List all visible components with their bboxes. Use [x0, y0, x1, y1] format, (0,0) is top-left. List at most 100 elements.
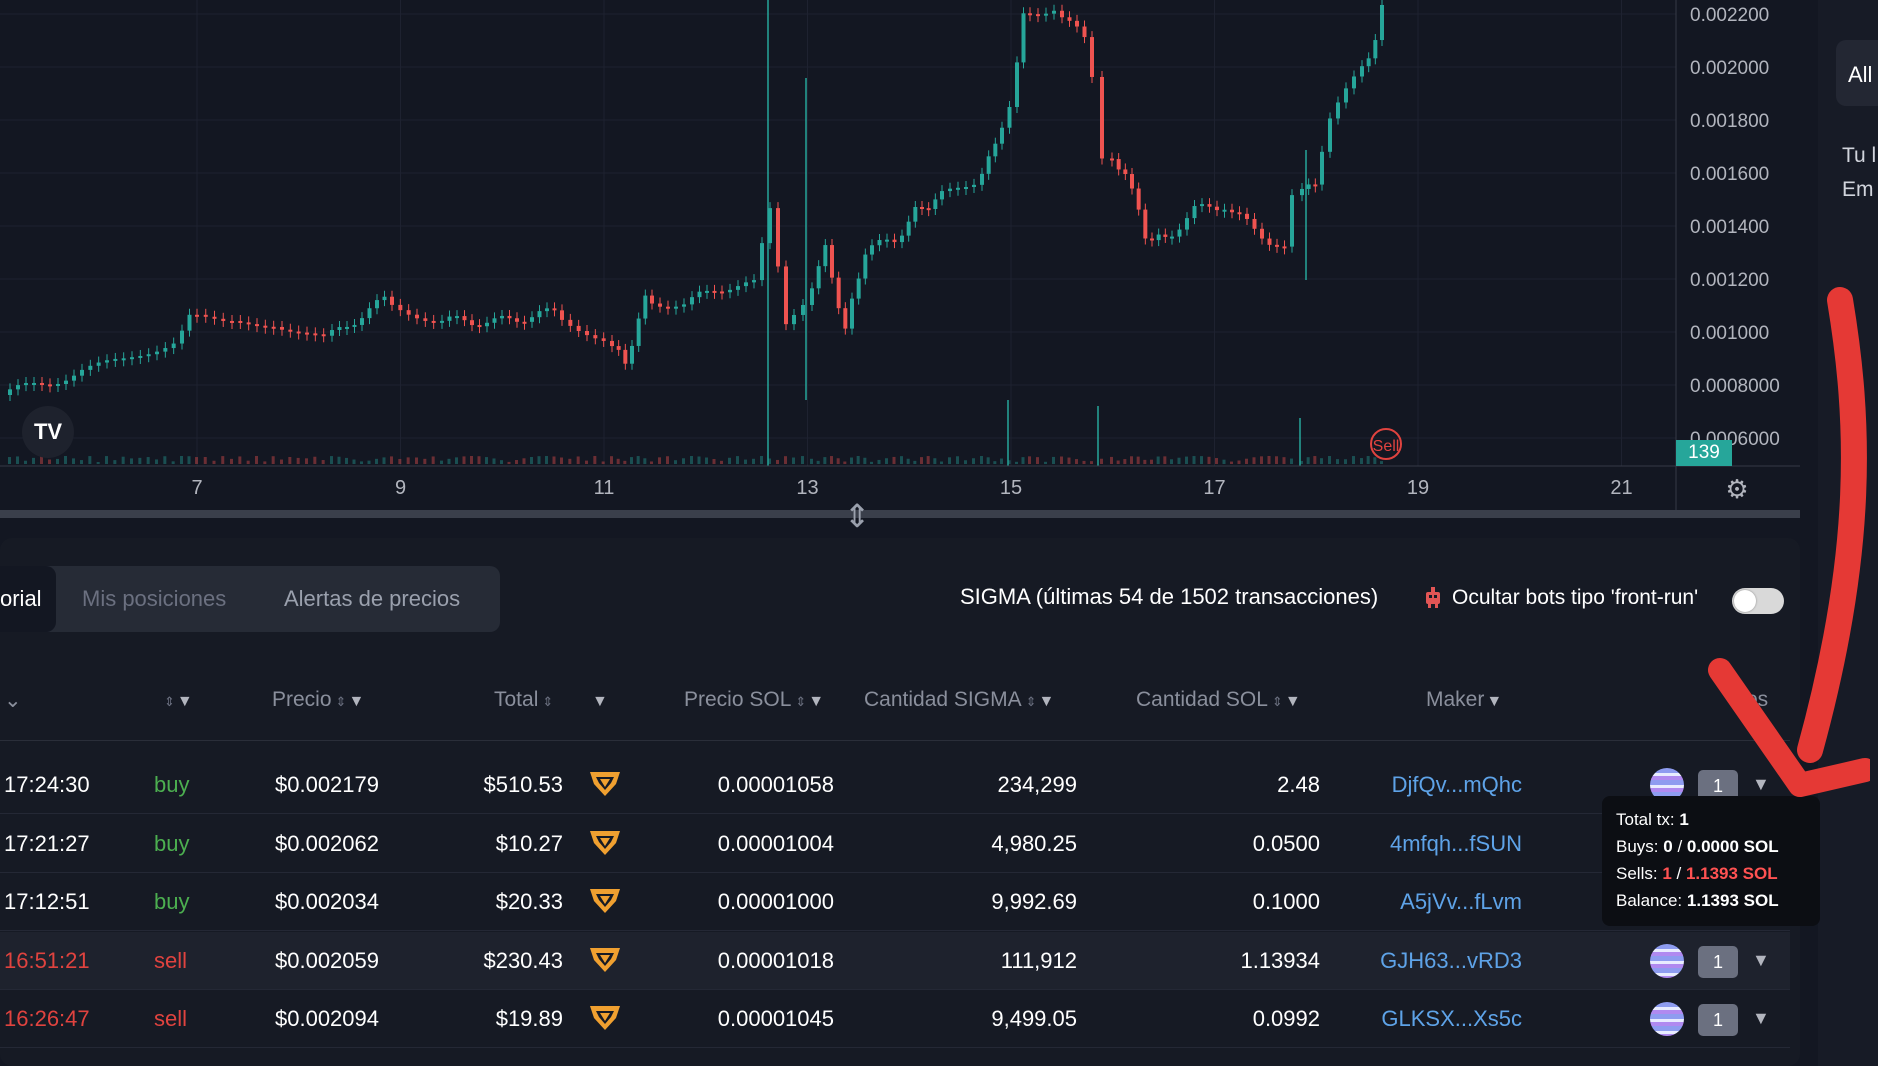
table-row[interactable]: 17:21:27 buy $0.002062 $10.27 0.00001004 4,98… — [0, 815, 1790, 873]
tab-historial[interactable]: orial — [0, 566, 56, 632]
time-axis-tick-label: 11 — [594, 477, 615, 499]
sort-arrows-icon[interactable]: ⇕ — [335, 694, 347, 709]
sort-arrows-icon[interactable]: ⇕ — [164, 694, 175, 709]
header-cantidad-sigma[interactable]: Cantidad SIGMA ⇕ ▼ — [864, 688, 1055, 711]
volume-bar — [24, 460, 27, 464]
table-row[interactable]: 16:51:21 sell $0.002059 $230.43 0.00001018 11… — [0, 932, 1790, 990]
tooltip-sells: Sells: 1 / 1.1393 SOL — [1616, 864, 1778, 883]
header-type-sort[interactable]: ⇕ ▼ — [160, 688, 193, 712]
filter-funnel-icon[interactable]: ▼ — [1752, 1008, 1770, 1028]
filter-funnel-icon[interactable]: ▼ — [1752, 774, 1770, 794]
tab-alertas-de-precios[interactable]: Alertas de precios — [284, 586, 461, 611]
header-dex-filter[interactable]: ▼ — [590, 688, 608, 712]
header-maker[interactable]: Maker ▼ — [1426, 688, 1503, 711]
volume-bar — [720, 460, 723, 464]
volume-bar — [986, 457, 990, 464]
table-row[interactable]: 17:24:30 buy $0.002179 $510.53 0.00001058 234… — [0, 756, 1790, 814]
candlestick-chart-svg[interactable]: 0.002200 0.002000 0.001800 0.001600 0.001400… — [0, 0, 1800, 510]
panel-resize-bar[interactable] — [0, 510, 1800, 518]
row-maker-link[interactable]: DjfQv...mQhc — [1391, 772, 1522, 797]
row-maker-link[interactable]: 4mfqh...fSUN — [1389, 831, 1522, 856]
volume-bar — [321, 460, 325, 464]
row-total: $230.43 — [483, 948, 563, 973]
tx-count-badge[interactable]: 1 — [1698, 946, 1738, 978]
filter-funnel-icon[interactable]: ▼ — [1038, 693, 1055, 710]
row-amount-sol: 1.13934 — [1240, 948, 1320, 973]
gear-icon[interactable]: ⚙ — [1725, 473, 1749, 504]
red-annotation-arrow — [1708, 287, 1870, 797]
volume-bar — [623, 460, 627, 464]
filter-funnel-icon[interactable]: ▼ — [176, 693, 193, 710]
last-price-badge: 139 — [1676, 440, 1732, 466]
volume-bar — [470, 456, 473, 464]
volume-bar — [1300, 460, 1303, 464]
table-row[interactable]: 17:12:51 buy $0.002034 $20.33 0.00001000 9,99… — [0, 873, 1790, 931]
filter-funnel-icon[interactable]: ▼ — [1284, 693, 1301, 710]
row-total: $20.33 — [495, 889, 563, 914]
candle-body — [1344, 88, 1348, 103]
tradingview-logo[interactable]: TV — [22, 406, 74, 458]
candle-body — [1028, 13, 1032, 16]
candle-body — [568, 319, 573, 326]
volume-bar — [406, 457, 410, 464]
candle-body — [728, 289, 732, 293]
row-price: $0.002062 — [275, 831, 379, 856]
filter-funnel-icon[interactable]: ▼ — [1752, 950, 1770, 970]
candle-body — [863, 254, 868, 279]
candle-body — [155, 351, 159, 355]
toggle-knob[interactable] — [1734, 590, 1756, 612]
candle-body — [447, 316, 452, 321]
vertical-resize-icon[interactable]: ⇕ — [843, 498, 871, 534]
candle-body — [271, 326, 276, 329]
maker-tooltip: Total tx: 1 Buys: 0 / 0.0000 SOL Sells: … — [1602, 796, 1820, 926]
filter-funnel-icon[interactable]: ▼ — [592, 693, 608, 710]
striped-avatar-icon[interactable] — [1650, 944, 1684, 978]
filter-all-button[interactable]: All — [1836, 40, 1878, 106]
volume-bar — [560, 457, 563, 464]
header-precio[interactable]: Precio ⇕ ▼ — [272, 688, 365, 711]
candle-body — [187, 314, 192, 331]
sort-arrows-icon[interactable]: ⇕ — [1271, 694, 1283, 709]
header-total[interactable]: Total ⇕ — [494, 688, 554, 711]
candle-body — [1052, 10, 1056, 14]
shield-dex-icon — [588, 768, 622, 798]
candle-body — [643, 295, 648, 319]
candle-body — [1177, 229, 1182, 237]
sort-arrows-icon[interactable]: ⇕ — [1025, 694, 1037, 709]
candle-body — [744, 282, 748, 287]
filter-funnel-icon[interactable]: ▼ — [348, 693, 365, 710]
volume-bar — [230, 458, 233, 464]
row-total: $510.53 — [483, 772, 563, 797]
table-row[interactable]: 16:26:47 sell $0.002094 $19.89 0.00001045 9,4… — [0, 990, 1790, 1048]
filter-funnel-icon[interactable]: ▼ — [1486, 693, 1503, 710]
volume-bar — [1267, 456, 1271, 464]
row-maker-link[interactable]: GLKSX...Xs5c — [1381, 1006, 1522, 1031]
header-cantidad-sol[interactable]: Cantidad SOL ⇕ ▼ — [1136, 688, 1301, 711]
sort-arrows-icon[interactable]: ⇕ — [795, 694, 807, 709]
filter-funnel-icon[interactable]: ▼ — [808, 693, 825, 710]
candle-body — [455, 316, 459, 319]
row-price: $0.002094 — [275, 1006, 379, 1031]
volume-bar — [643, 458, 647, 464]
price-chart[interactable]: 0.002200 0.002000 0.001800 0.001600 0.001400… — [0, 0, 1800, 520]
header-precio-sol[interactable]: Precio SOL ⇕ ▼ — [684, 688, 825, 711]
striped-avatar-icon[interactable] — [1650, 1002, 1684, 1036]
row-maker-link[interactable]: A5jVv...fLvm — [1400, 889, 1522, 914]
volume-bar — [48, 459, 51, 464]
sort-arrows-icon[interactable]: ⇕ — [542, 694, 554, 709]
volume-bar — [375, 458, 378, 464]
header-chevron-icon[interactable]: ⌄ — [4, 689, 22, 712]
volume-bar — [1177, 457, 1181, 464]
volume-bar — [1207, 456, 1211, 464]
candle-body — [305, 332, 309, 335]
row-type: buy — [154, 831, 190, 856]
volume-bar — [1123, 459, 1127, 464]
price-axis-tick-label: 0.001800 — [1690, 111, 1769, 132]
tx-count-badge[interactable]: 1 — [1698, 1004, 1738, 1036]
candle-body — [296, 331, 301, 334]
volume-bar — [1136, 456, 1140, 464]
row-maker-link[interactable]: GJH63...vRD3 — [1380, 948, 1522, 973]
volume-bar — [296, 457, 300, 464]
candle-body — [697, 291, 702, 298]
tab-mis-posiciones[interactable]: Mis posiciones — [82, 586, 227, 611]
